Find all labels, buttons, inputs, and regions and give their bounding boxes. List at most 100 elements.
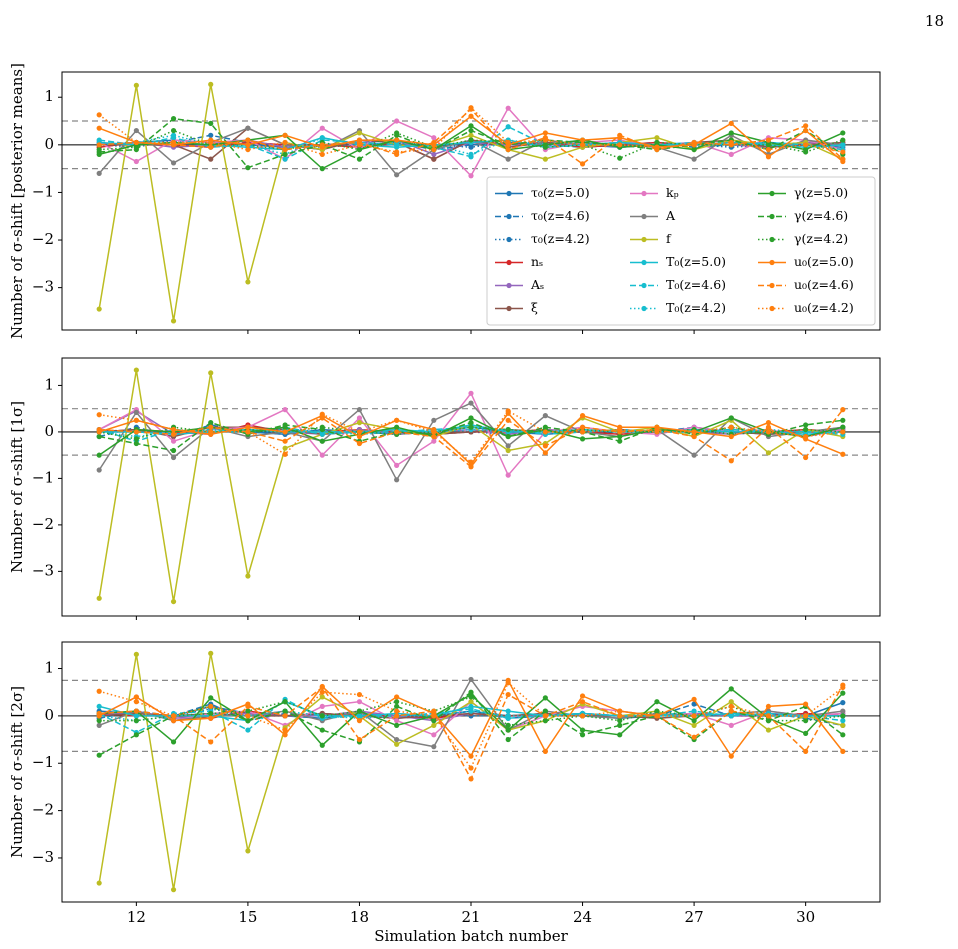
point xyxy=(356,415,363,421)
point xyxy=(394,137,400,143)
point xyxy=(356,130,363,136)
point xyxy=(505,722,511,728)
point xyxy=(394,130,400,136)
point xyxy=(133,409,139,415)
y-tick-label: −1 xyxy=(32,753,54,771)
point xyxy=(245,165,251,171)
legend-marker xyxy=(769,282,775,289)
axes-frame xyxy=(61,357,881,617)
legend-label: u₀(z=4.2) xyxy=(794,300,854,315)
point xyxy=(170,116,177,122)
point xyxy=(468,105,474,111)
point xyxy=(208,429,214,435)
point xyxy=(505,727,511,733)
x-tick-label: 27 xyxy=(685,908,704,926)
point xyxy=(319,684,325,691)
point xyxy=(840,137,846,143)
point xyxy=(505,708,511,714)
point xyxy=(208,370,214,376)
x-axis-label: Simulation batch number xyxy=(374,927,568,945)
point xyxy=(505,433,511,440)
point xyxy=(208,420,214,426)
point xyxy=(319,415,325,421)
point xyxy=(468,123,474,129)
point xyxy=(431,429,437,435)
point xyxy=(245,142,251,148)
point xyxy=(394,118,400,124)
point xyxy=(617,142,623,148)
point xyxy=(579,161,586,167)
point xyxy=(617,718,623,724)
point xyxy=(765,154,772,160)
legend-label: u₀(z=4.6) xyxy=(794,277,854,292)
point xyxy=(765,718,772,724)
point xyxy=(208,424,214,430)
point xyxy=(803,426,809,433)
point xyxy=(245,848,251,854)
point xyxy=(579,436,586,442)
legend-marker xyxy=(769,305,775,312)
point xyxy=(170,718,177,724)
point xyxy=(356,699,363,705)
point xyxy=(208,715,214,721)
legend-marker xyxy=(506,259,512,266)
point xyxy=(505,426,511,433)
point xyxy=(356,440,363,447)
y-tick-label: −3 xyxy=(32,561,54,579)
point xyxy=(170,139,177,146)
point xyxy=(356,433,363,440)
point xyxy=(765,424,772,430)
point xyxy=(579,699,586,705)
point xyxy=(803,701,809,707)
point xyxy=(765,703,772,710)
point xyxy=(356,407,363,413)
point xyxy=(765,146,772,153)
point xyxy=(245,718,251,724)
point xyxy=(579,693,586,699)
point xyxy=(505,156,511,162)
point xyxy=(542,695,548,701)
point xyxy=(840,429,846,435)
y-tick-label: 0 xyxy=(44,422,54,440)
point xyxy=(431,718,437,724)
legend-label: τ₀(z=4.2) xyxy=(531,231,590,246)
y-tick-label: 1 xyxy=(44,659,54,677)
point xyxy=(691,701,697,707)
point xyxy=(765,713,772,719)
point xyxy=(542,137,548,143)
point xyxy=(840,451,846,457)
point xyxy=(170,431,177,437)
point xyxy=(170,887,177,893)
point xyxy=(468,132,474,138)
point xyxy=(394,477,400,483)
legend-label: A xyxy=(665,208,676,223)
point xyxy=(431,135,437,141)
point xyxy=(803,123,809,129)
y-axis-label: Number of σ-shift [1σ] xyxy=(8,401,26,573)
point xyxy=(654,429,660,435)
point xyxy=(133,699,139,705)
y-tick-label: 0 xyxy=(44,135,54,153)
legend-label: τ₀(z=4.6) xyxy=(531,208,590,223)
point xyxy=(542,708,548,714)
point xyxy=(505,443,511,449)
point xyxy=(282,151,288,157)
point xyxy=(282,713,288,719)
point xyxy=(691,142,697,148)
point xyxy=(133,694,139,700)
point xyxy=(133,139,139,146)
point xyxy=(654,708,660,714)
point xyxy=(208,650,214,656)
legend-label: τ₀(z=5.0) xyxy=(531,185,590,200)
point xyxy=(431,708,437,714)
point xyxy=(691,718,697,724)
point xyxy=(96,703,102,710)
point xyxy=(394,722,400,728)
point xyxy=(468,173,474,179)
point xyxy=(505,124,511,130)
point xyxy=(505,472,511,478)
point xyxy=(840,407,846,413)
point xyxy=(96,710,102,717)
point xyxy=(282,451,288,457)
point xyxy=(96,467,102,473)
